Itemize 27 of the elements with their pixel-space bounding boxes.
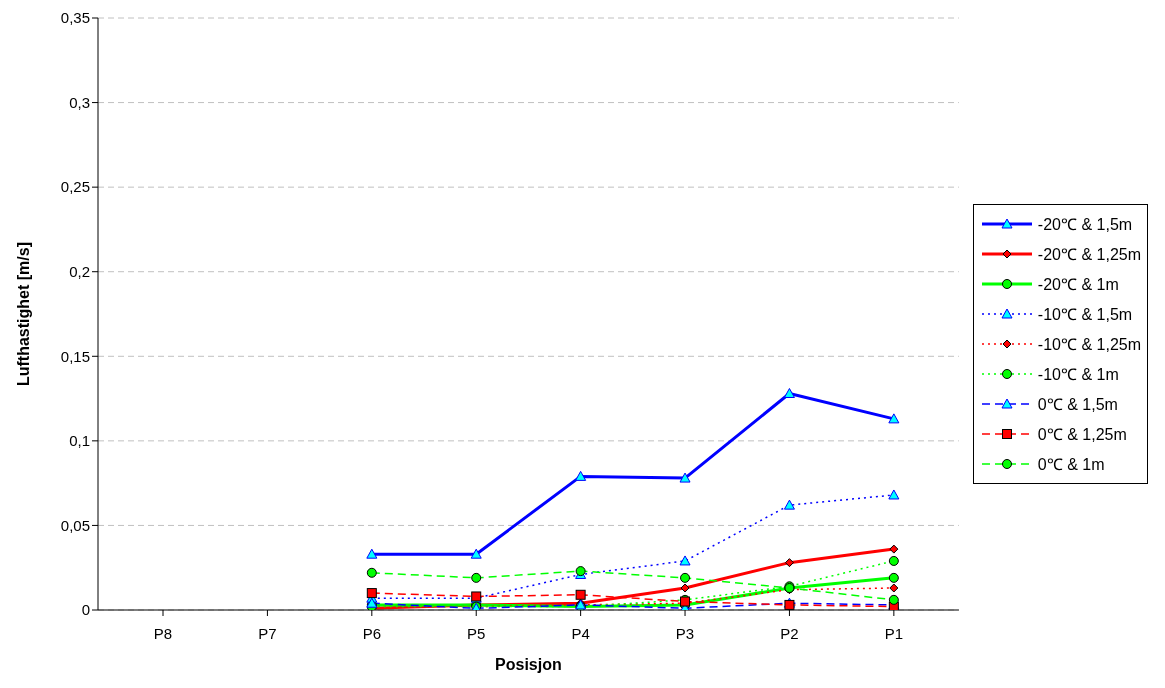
legend-label: -20℃ & 1m bbox=[1037, 275, 1119, 295]
y-tick-label: 0,35 bbox=[60, 9, 90, 27]
legend-label: 0℃ & 1m bbox=[1037, 455, 1105, 475]
x-tick-label: P7 bbox=[258, 624, 277, 642]
x-axis-title: Posisjon bbox=[495, 656, 562, 673]
y-tick-label: 0,05 bbox=[60, 516, 90, 534]
legend-label: 0℃ & 1,5m bbox=[1037, 395, 1118, 415]
x-tick-label: P5 bbox=[467, 624, 486, 642]
x-tick-label: P8 bbox=[153, 624, 173, 642]
x-tick-label: P2 bbox=[780, 624, 799, 642]
y-tick-label: 0,2 bbox=[69, 263, 90, 281]
x-tick-label: P3 bbox=[675, 624, 695, 642]
y-tick-label: 0,25 bbox=[60, 178, 90, 196]
x-tick-label: P4 bbox=[571, 624, 590, 642]
legend-label: -20℃ & 1,25m bbox=[1037, 245, 1141, 265]
x-tick-label: P1 bbox=[884, 624, 904, 642]
legend-label: -10℃ & 1,25m bbox=[1037, 335, 1141, 355]
legend-label: -20℃ & 1,5m bbox=[1037, 215, 1133, 235]
legend-label: 0℃ & 1,25m bbox=[1037, 425, 1127, 445]
y-tick-label: 0,1 bbox=[69, 432, 90, 450]
y-axis-title: Lufthastighet [m/s] bbox=[14, 242, 32, 386]
y-tick-label: 0 bbox=[81, 601, 90, 619]
y-tick-label: 0,3 bbox=[69, 93, 90, 111]
legend-label: -10℃ & 1m bbox=[1037, 365, 1119, 385]
legend-label: -10℃ & 1,5m bbox=[1037, 305, 1133, 325]
y-tick-label: 0,15 bbox=[60, 347, 90, 365]
x-tick-label: P6 bbox=[362, 624, 381, 642]
